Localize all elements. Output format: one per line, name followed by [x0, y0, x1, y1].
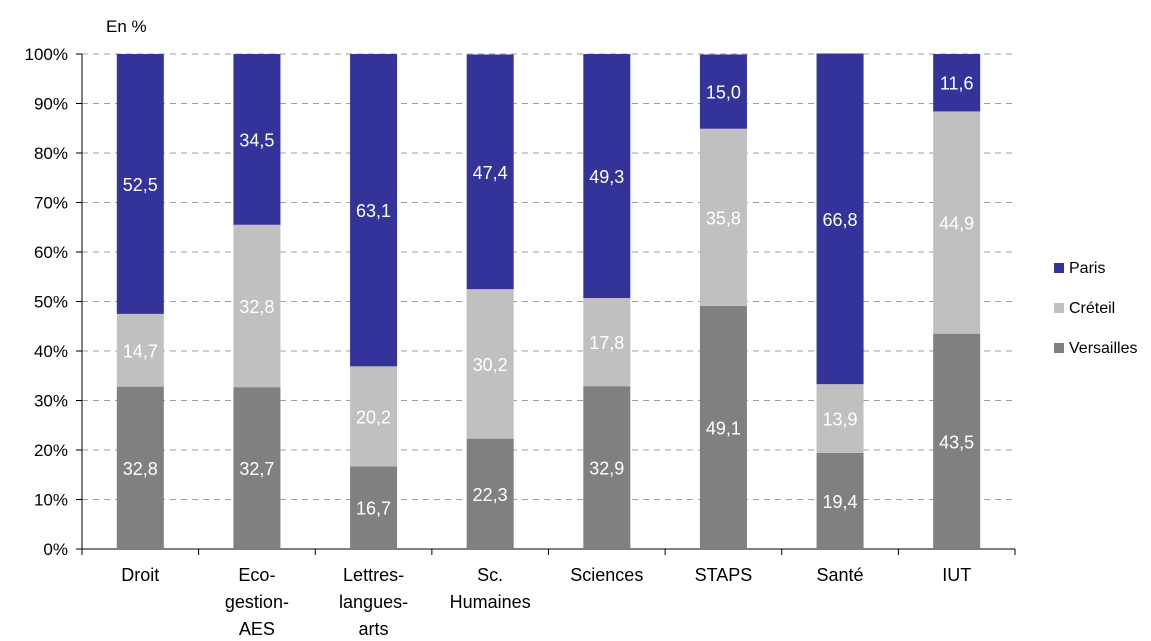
data-label: 49,1 [706, 418, 741, 438]
data-label: 17,8 [589, 333, 624, 353]
data-label: 32,9 [589, 459, 624, 479]
legend-swatch [1054, 343, 1064, 353]
data-label: 63,1 [356, 201, 391, 221]
y-tick-label: 70% [34, 194, 68, 213]
bar-créteil [699, 128, 747, 306]
bar-versailles [583, 386, 631, 549]
legend-swatch [1054, 263, 1064, 273]
bar-paris [233, 54, 281, 225]
data-label: 43,5 [939, 432, 974, 452]
bar-créteil [816, 384, 864, 453]
data-label: 66,8 [823, 210, 858, 230]
data-label: 52,5 [123, 175, 158, 195]
x-tick-label: Humaines [450, 592, 531, 612]
legend-label: Versailles [1069, 340, 1137, 357]
data-label: 47,4 [473, 163, 508, 183]
bar-versailles [116, 386, 164, 549]
bar-créteil [583, 298, 631, 387]
bar-paris [116, 54, 164, 314]
data-label: 35,8 [706, 208, 741, 228]
data-label: 13,9 [823, 410, 858, 430]
y-tick-label: 0% [43, 540, 68, 559]
data-label: 32,8 [239, 297, 274, 317]
bar-versailles [466, 438, 514, 549]
bar-paris [699, 54, 747, 129]
bar-versailles [233, 387, 281, 549]
bar-créteil [350, 366, 398, 467]
x-tick-label: STAPS [695, 565, 753, 585]
x-tick-label: Sciences [570, 565, 643, 585]
bar-versailles [816, 452, 864, 549]
bar-paris [816, 53, 864, 385]
unit-label: En % [106, 17, 147, 36]
y-tick-label: 30% [34, 392, 68, 411]
data-label: 14,7 [123, 341, 158, 361]
x-tick-label: Lettres- [343, 565, 404, 585]
x-tick-label: arts [359, 619, 389, 639]
data-label: 15,0 [706, 83, 741, 103]
y-tick-label: 40% [34, 342, 68, 361]
x-tick-label: Droit [121, 565, 159, 585]
bar-versailles [933, 333, 981, 549]
x-tick-label: gestion- [225, 592, 289, 612]
bar-versailles [350, 466, 398, 549]
bar-créteil [233, 224, 281, 388]
data-label: 30,2 [473, 355, 508, 375]
bar-créteil [933, 111, 981, 334]
data-label: 32,7 [239, 459, 274, 479]
data-label: 49,3 [589, 167, 624, 187]
bar-versailles [699, 305, 747, 549]
data-label: 11,6 [940, 74, 974, 94]
y-tick-label: 10% [34, 491, 68, 510]
data-label: 22,3 [473, 485, 508, 505]
bar-paris [350, 54, 398, 367]
y-tick-label: 50% [34, 293, 68, 312]
data-label: 32,8 [123, 459, 158, 479]
data-label: 19,4 [823, 492, 858, 512]
x-tick-label: Sc. [477, 565, 503, 585]
y-tick-label: 20% [34, 441, 68, 460]
bar-créteil [116, 313, 164, 387]
data-label: 34,5 [239, 130, 274, 150]
y-tick-label: 60% [34, 243, 68, 262]
x-tick-label: IUT [942, 565, 971, 585]
bar-créteil [466, 289, 514, 439]
y-tick-label: 90% [34, 95, 68, 114]
bar-paris [933, 54, 981, 112]
data-label: 20,2 [356, 407, 391, 427]
bar-paris [583, 54, 631, 299]
x-tick-label: Santé [817, 565, 864, 585]
bar-paris [466, 54, 514, 290]
y-tick-label: 100% [25, 45, 68, 64]
x-tick-label: Eco- [238, 565, 275, 585]
data-label: 44,9 [939, 214, 974, 234]
legend-label: Paris [1069, 260, 1105, 277]
legend-swatch [1054, 303, 1064, 313]
x-tick-label: langues- [339, 592, 408, 612]
x-tick-label: AES [239, 619, 275, 639]
y-tick-label: 80% [34, 144, 68, 163]
legend-label: Créteil [1069, 300, 1115, 317]
data-label: 16,7 [356, 499, 391, 519]
